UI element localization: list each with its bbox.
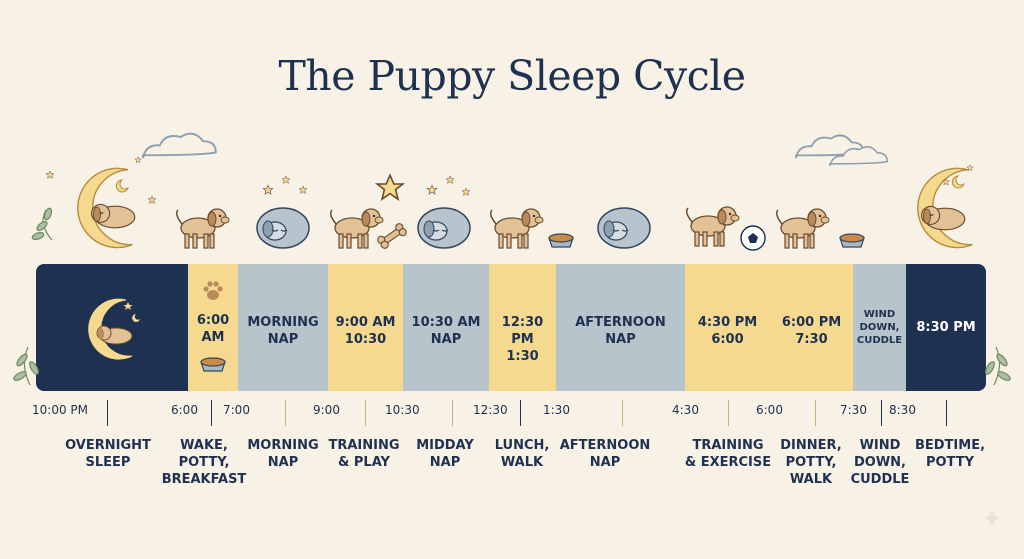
activity-label: MORNING NAP xyxy=(247,438,319,470)
leaf-icon xyxy=(31,207,53,241)
block-morning-nap: MORNING NAP xyxy=(238,264,328,391)
time-label: 1:30 xyxy=(543,403,570,417)
standing-puppy-icon xyxy=(489,208,544,249)
block-dinner: 6:00 PM 7:30 xyxy=(770,264,853,391)
moon-puppy-icon xyxy=(77,167,136,249)
activity-label: WAKE, POTTY, BREAKFAST xyxy=(161,438,247,487)
tick-mark xyxy=(881,400,882,426)
block-wake: 6:00 AM xyxy=(188,264,238,391)
tick-mark xyxy=(520,400,521,426)
time-label: 12:30 xyxy=(473,403,508,417)
activity-label: OVERNIGHT SLEEP xyxy=(65,438,151,470)
sleeping-puppy-icon xyxy=(417,207,471,249)
time-label: 6:00 xyxy=(171,403,198,417)
block-training-exercise: 4:30 PM 6:00 xyxy=(685,264,770,391)
food-bowl-icon xyxy=(548,233,574,248)
activity-label: LUNCH, WALK xyxy=(494,438,550,470)
tick-mark xyxy=(365,400,366,426)
time-label: 7:30 xyxy=(840,403,867,417)
paw-icon xyxy=(203,280,223,300)
activity-label: DINNER, POTTY, WALK xyxy=(780,438,842,487)
star-icon xyxy=(376,174,404,200)
block-wind-down: WIND DOWN, CUDDLE xyxy=(853,264,906,391)
time-label: 10:00 PM xyxy=(32,403,88,417)
activity-label: TRAINING & PLAY xyxy=(328,438,400,470)
standing-puppy-icon xyxy=(775,208,830,249)
tick-mark xyxy=(728,400,729,426)
block-midday-nap: 10:30 AM NAP xyxy=(403,264,489,391)
block-bedtime: 8:30 PM xyxy=(906,264,986,391)
block-overnight xyxy=(36,264,188,391)
standing-puppy-icon xyxy=(175,208,230,249)
time-label: 7:00 xyxy=(223,403,250,417)
time-label: 10:30 xyxy=(385,403,420,417)
activity-label: BEDTIME, POTTY xyxy=(914,438,986,470)
block-afternoon-nap: AFTERNOON NAP xyxy=(556,264,685,391)
time-label: 9:00 xyxy=(313,403,340,417)
sleeping-puppy-moon-icon xyxy=(88,298,140,360)
page-title: The Puppy Sleep Cycle xyxy=(278,52,746,100)
block-training-play: 9:00 AM 10:30 xyxy=(328,264,403,391)
tick-mark xyxy=(107,400,108,426)
activity-label: MIDDAY NAP xyxy=(416,438,474,470)
standing-puppy-icon xyxy=(685,206,740,247)
bone-icon xyxy=(377,223,407,249)
tick-mark xyxy=(815,400,816,426)
sleeping-puppy-icon xyxy=(597,207,651,249)
time-label: 8:30 xyxy=(889,403,916,417)
time-label: 6:00 xyxy=(756,403,783,417)
playing-puppy-icon xyxy=(329,208,384,249)
sleeping-puppy-icon xyxy=(256,207,310,249)
activity-label: AFTERNOON NAP xyxy=(559,438,651,470)
activity-label: WIND DOWN, CUDDLE xyxy=(850,438,910,487)
activity-label: TRAINING & EXERCISE xyxy=(684,438,772,470)
block-lunch-walk: 12:30 PM 1:30 xyxy=(489,264,556,391)
tick-mark xyxy=(622,400,623,426)
tick-mark xyxy=(452,400,453,426)
soccer-ball-icon xyxy=(740,225,766,251)
tick-mark xyxy=(211,400,212,426)
time-label: 4:30 xyxy=(672,403,699,417)
cloud-icon xyxy=(142,132,217,159)
tick-mark xyxy=(946,400,947,426)
tick-mark xyxy=(285,400,286,426)
sparkle-icon xyxy=(983,509,1001,527)
food-bowl-icon xyxy=(839,233,865,248)
schedule-band: 6:00 AM MORNING NAP 9:00 AM 10:30 10:30 … xyxy=(36,264,986,391)
food-bowl-icon xyxy=(200,356,226,372)
moon-puppy-icon xyxy=(917,167,974,249)
illustration-strip xyxy=(31,132,974,251)
